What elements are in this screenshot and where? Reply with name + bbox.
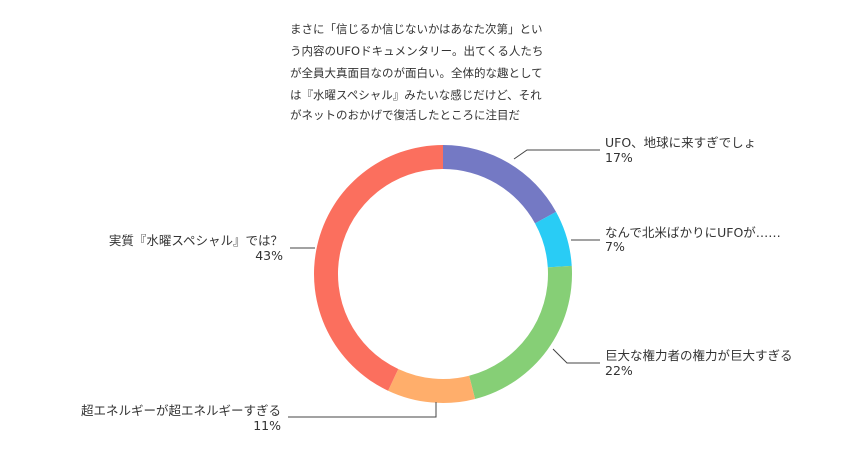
donut-slices	[314, 145, 573, 404]
slice-label-north-america: なんで北米ばかりにUFOが……	[605, 225, 781, 240]
leader-line-power	[552, 348, 600, 364]
donut-slice-energy	[388, 369, 476, 404]
slice-label-wednesday: 実質『水曜スペシャル』では？	[109, 233, 283, 248]
chart-description: まさに「信じるか信じないかはあなた次第」とい う内容のUFOドキュメンタリー。出…	[290, 22, 543, 122]
slice-label-energy: 超エネルギーが超エネルギーすぎる	[81, 403, 281, 418]
donut-slice-ufo	[443, 145, 557, 224]
donut-slice-wednesday	[314, 145, 443, 391]
leader-line-ufo	[513, 149, 600, 160]
leader-line-energy	[288, 402, 437, 418]
slice-label-ufo: UFO、地球に来すぎでしょ	[605, 135, 756, 150]
description-line-3: が全員大真面目なのが面白い。全体的な趣として	[290, 66, 543, 80]
slice-percent-wednesday: 43%	[255, 248, 283, 263]
leader-lines	[288, 149, 600, 418]
slice-percent-ufo: 17%	[605, 150, 633, 165]
slice-percent-energy: 11%	[253, 418, 281, 433]
donut-slice-north-america	[535, 211, 572, 268]
description-line-2: う内容のUFOドキュメンタリー。出てくる人たち	[290, 44, 543, 58]
description-line-4: は『水曜スペシャル』みたいな感じだけど、それ	[290, 88, 542, 102]
donut-slice-power	[469, 265, 573, 399]
description-line-1: まさに「信じるか信じないかはあなた次第」とい	[290, 22, 543, 36]
description-line-5: がネットのおかげで復活したところに注目だ	[290, 108, 520, 122]
slice-percent-north-america: 7%	[605, 239, 625, 254]
slice-label-power: 巨大な権力者の権力が巨大すぎる	[605, 348, 793, 363]
slice-labels: UFO、地球に来すぎでしょ 17% なんで北米ばかりにUFOが…… 7% 巨大な…	[81, 135, 793, 433]
slice-percent-power: 22%	[605, 363, 633, 378]
